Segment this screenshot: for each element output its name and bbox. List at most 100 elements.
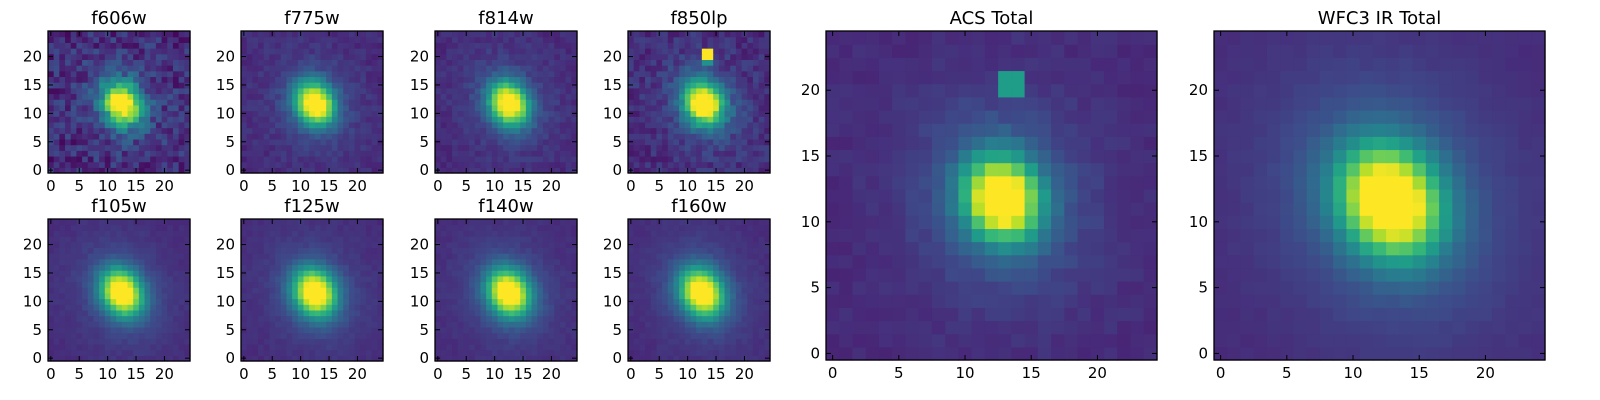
heatmap-cell: [707, 138, 714, 146]
heatmap-cell: [377, 65, 384, 72]
heatmap-cell: [280, 36, 288, 43]
heatmap-cell: [559, 70, 567, 78]
heatmap-cell: [292, 59, 299, 66]
heatmap-cell: [331, 150, 339, 157]
heatmap-cell: [184, 304, 191, 311]
heatmap-cell: [565, 133, 572, 140]
heatmap-cell: [639, 321, 646, 328]
heatmap-cell: [503, 99, 510, 106]
heatmap-cell: [252, 355, 259, 362]
heatmap-cell: [104, 87, 112, 95]
heatmap-cell: [269, 161, 276, 168]
heatmap-cell: [121, 355, 129, 362]
heatmap-cell: [303, 93, 310, 100]
heatmap-cell: [326, 224, 333, 231]
heatmap-cell: [348, 309, 356, 317]
heatmap-cell: [554, 332, 561, 339]
heatmap-cell: [184, 332, 191, 339]
heatmap-cell: [263, 144, 270, 151]
heatmap-cell: [480, 224, 487, 231]
heatmap-cell: [167, 241, 174, 248]
heatmap-cell: [314, 36, 322, 43]
heatmap-cell: [167, 275, 174, 283]
heatmap-cell: [491, 309, 499, 317]
heatmap-cell: [127, 304, 134, 311]
heatmap-cell: [320, 236, 327, 243]
heatmap-cell: [99, 53, 106, 60]
heatmap-cell: [133, 87, 140, 95]
heatmap-cell: [724, 315, 731, 322]
heatmap-cell: [76, 155, 83, 163]
heatmap-cell: [503, 247, 510, 254]
heatmap-cell: [365, 65, 373, 72]
heatmap-cell: [679, 315, 686, 322]
heatmap-cell: [127, 241, 134, 248]
heatmap-cell: [309, 155, 316, 163]
y-tick-label: 10: [410, 104, 429, 122]
heatmap-cell: [133, 298, 140, 305]
heatmap-cell: [639, 93, 646, 100]
heatmap-cell: [514, 264, 521, 271]
heatmap-cell: [571, 144, 578, 151]
heatmap-cell: [542, 258, 550, 266]
heatmap-cell: [53, 42, 60, 49]
heatmap-cell: [104, 59, 112, 66]
heatmap-cell: [116, 133, 123, 140]
heatmap-cell: [639, 343, 646, 351]
heatmap-cell: [53, 355, 60, 362]
heatmap-cell: [639, 338, 646, 345]
heatmap-cell: [133, 321, 140, 328]
heatmap-cell: [133, 247, 140, 254]
heatmap-cell: [59, 298, 66, 305]
heatmap-cell: [486, 144, 493, 151]
heatmap-cell: [133, 82, 140, 89]
heatmap-cell: [241, 275, 248, 283]
heatmap-cell: [571, 42, 578, 49]
heatmap-cell: [696, 36, 703, 43]
heatmap-cell: [292, 275, 299, 283]
heatmap-cell: [667, 48, 675, 55]
heatmap-cell: [269, 247, 276, 254]
heatmap-cell: [747, 104, 754, 112]
heatmap-cell: [752, 275, 760, 283]
heatmap-cell: [679, 110, 686, 117]
heatmap-cell: [133, 110, 140, 117]
heatmap-cell: [480, 292, 487, 300]
heatmap-cell: [155, 309, 163, 317]
heatmap-cell: [633, 309, 640, 317]
heatmap-cell: [542, 304, 550, 311]
heatmap-cell: [82, 76, 89, 83]
heatmap-cell: [59, 304, 66, 311]
axes-frame: [240, 218, 384, 362]
heatmap-cell: [258, 258, 265, 266]
heatmap-cell: [286, 332, 293, 339]
heatmap-cell: [491, 127, 499, 134]
heatmap-cell: [70, 48, 77, 55]
heatmap-cell: [178, 264, 185, 271]
heatmap-cell: [155, 42, 163, 49]
heatmap-cell: [48, 59, 55, 66]
heatmap-cell: [252, 133, 259, 140]
heatmap-cell: [713, 144, 720, 151]
heatmap-cell: [320, 93, 327, 100]
heatmap-cell: [497, 236, 504, 243]
heatmap-cell: [707, 48, 714, 55]
heatmap-cell: [326, 65, 333, 72]
heatmap-cell: [701, 36, 709, 43]
heatmap-cell: [167, 116, 174, 123]
heatmap-cell: [292, 298, 299, 305]
heatmap-cell: [650, 110, 657, 117]
heatmap-cell: [343, 338, 350, 345]
heatmap-cell: [474, 326, 482, 334]
heatmap-cell: [520, 150, 527, 157]
heatmap-cell: [343, 315, 350, 322]
heatmap-cell: [446, 219, 453, 226]
heatmap-cell: [537, 321, 544, 328]
heatmap-cell: [167, 343, 174, 351]
heatmap-cell: [503, 253, 510, 260]
heatmap-cell: [297, 270, 305, 277]
heatmap-cell: [76, 104, 83, 112]
heatmap-cell: [531, 133, 538, 140]
heatmap-cell: [76, 110, 83, 117]
heatmap-cell: [246, 219, 253, 226]
